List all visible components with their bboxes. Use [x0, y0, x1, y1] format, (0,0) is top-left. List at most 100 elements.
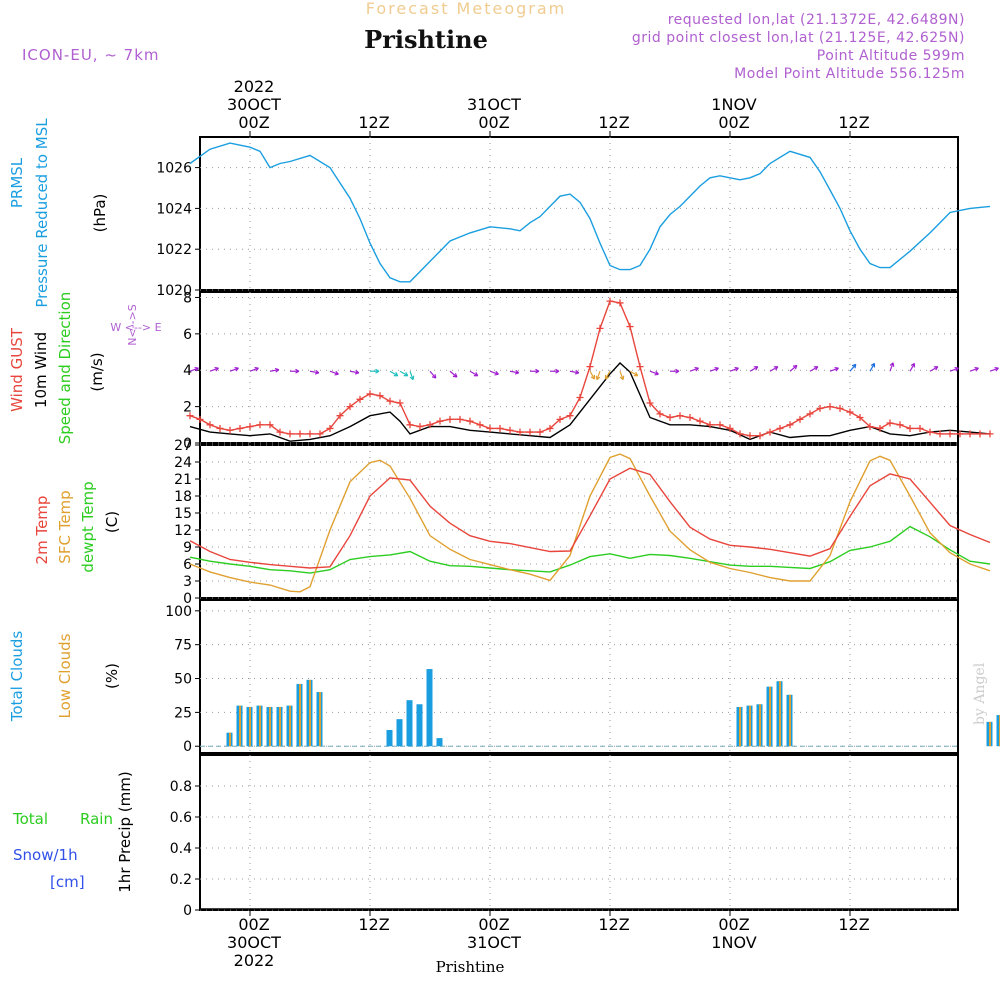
low-cloud-bar — [269, 706, 271, 747]
wind-arrow-head — [409, 375, 415, 381]
wind-gust-marker — [456, 415, 464, 423]
wind-gust-marker — [816, 404, 824, 412]
y-tick-label: 0.4 — [170, 841, 192, 857]
precip-unit: 1hr Precip (mm) — [116, 771, 134, 892]
wind-direction-arrow — [929, 366, 939, 372]
wind-arrow-head — [851, 363, 857, 369]
wind-arrow-head — [604, 375, 610, 380]
wind-arrow-head — [194, 366, 199, 372]
panel-frame-clouds — [199, 599, 959, 754]
watermark: by Angel — [972, 662, 988, 725]
y-tick-label: 6 — [183, 557, 192, 573]
y-tick-label: 27 — [174, 438, 192, 454]
y-tick-label: 9 — [183, 540, 192, 556]
wind-gust-marker — [966, 430, 974, 438]
wind-gust-marker — [396, 399, 404, 407]
wind-direction-arrow — [589, 370, 596, 380]
wind-direction-arrow — [469, 370, 479, 377]
wind-gust-marker — [216, 424, 224, 432]
wind-direction-arrow — [269, 369, 279, 372]
wind-gust-marker — [386, 397, 394, 405]
y-tick-label: 0.8 — [170, 779, 192, 795]
top-date-label: 31OCT — [467, 95, 521, 114]
wind-gust-marker — [716, 421, 724, 429]
bottom-date-label: 31OCT — [467, 933, 521, 952]
wind-gust-marker — [626, 323, 634, 331]
low-cloud-bar — [239, 705, 241, 747]
wind-gust-marker — [466, 417, 474, 425]
wind-arrow-head — [295, 368, 300, 374]
wind-direction-arrow — [604, 370, 611, 380]
wind-direction-arrow — [969, 367, 979, 372]
total-cloud-bar — [396, 719, 403, 747]
wind-gust-marker — [706, 421, 714, 429]
panel-frame-precip — [199, 754, 959, 911]
wind-gust-marker — [196, 415, 204, 423]
wind-direction-arrow — [569, 370, 579, 374]
wind-arrow-head — [870, 362, 876, 368]
wind-gust-marker — [226, 426, 234, 434]
wind-direction-arrow — [399, 370, 409, 377]
wind-gust-marker — [366, 390, 374, 398]
compass-ew: W <--> E — [110, 321, 161, 334]
wind-arrow-head — [403, 372, 409, 377]
wind-gust-marker — [436, 417, 444, 425]
wind-arrow-head — [473, 372, 479, 377]
low-clouds-label: Low Clouds — [56, 633, 74, 718]
wind-direction-arrow — [629, 370, 639, 377]
top-hour-label: 00Z — [238, 113, 269, 132]
y-tick-label: 18 — [174, 489, 192, 505]
y-tick-label: 75 — [174, 638, 192, 654]
low-cloud-bar — [249, 706, 251, 747]
wind-direction-arrow — [619, 371, 624, 380]
total-cloud-bar — [426, 669, 433, 747]
y-tick-label: 1020 — [156, 283, 192, 299]
low-cloud-bar — [739, 706, 741, 747]
wind-direction-arrow — [409, 371, 414, 380]
wind-gust-marker — [886, 419, 894, 427]
wind-arrow-head — [595, 375, 601, 381]
wind-arrow-head — [910, 362, 916, 368]
total-cloud-bar — [996, 715, 1000, 747]
wind-arrow-head — [773, 366, 779, 371]
wind-gust-marker — [446, 415, 454, 423]
y-tick-label: 1026 — [156, 161, 192, 177]
bottom-hour-label: 12Z — [358, 915, 389, 934]
wind-gust-marker — [906, 424, 914, 432]
wind-gust-marker — [876, 424, 884, 432]
top-hour-label: 00Z — [718, 113, 749, 132]
wind-gust-marker — [336, 412, 344, 420]
wind-gust-marker — [736, 430, 744, 438]
low-cloud-bar — [229, 732, 231, 747]
wind-gust-marker — [246, 423, 254, 431]
wind-gust-marker — [356, 395, 364, 403]
wind-gust-marker — [426, 421, 434, 429]
wind-direction-arrow — [829, 367, 839, 372]
wind-direction-arrow — [309, 370, 319, 374]
wind-arrow-head — [234, 366, 239, 372]
y-tick-label: 0 — [183, 591, 192, 607]
precip-total-label: Total — [12, 810, 48, 828]
wind-gust-marker — [956, 430, 964, 438]
wind-direction-arrow — [596, 371, 601, 380]
wind-gust-marker — [926, 428, 934, 436]
wind-gust-marker — [256, 421, 264, 429]
wind-gust-marker — [316, 430, 324, 438]
wind-gust-marker — [896, 421, 904, 429]
bottom-hour-label: 00Z — [718, 915, 749, 934]
wind-gust-marker — [526, 428, 534, 436]
wind-gust-marker — [616, 299, 624, 307]
wind-gust-marker — [746, 432, 754, 440]
wind-arrow-head — [214, 366, 219, 372]
precip-rain-label: Rain — [80, 810, 113, 828]
pressure-line — [189, 142, 991, 283]
wind-arrow-head — [354, 369, 360, 375]
wind-gust-marker — [676, 412, 684, 420]
wind-arrow-head — [834, 366, 839, 372]
wind-direction-arrow — [689, 367, 699, 372]
wind-gust-marker — [596, 324, 604, 332]
compass-ns: N<-->S — [126, 304, 139, 346]
y-tick-label: 15 — [174, 506, 192, 522]
total-clouds-label: Total Clouds — [8, 631, 26, 723]
